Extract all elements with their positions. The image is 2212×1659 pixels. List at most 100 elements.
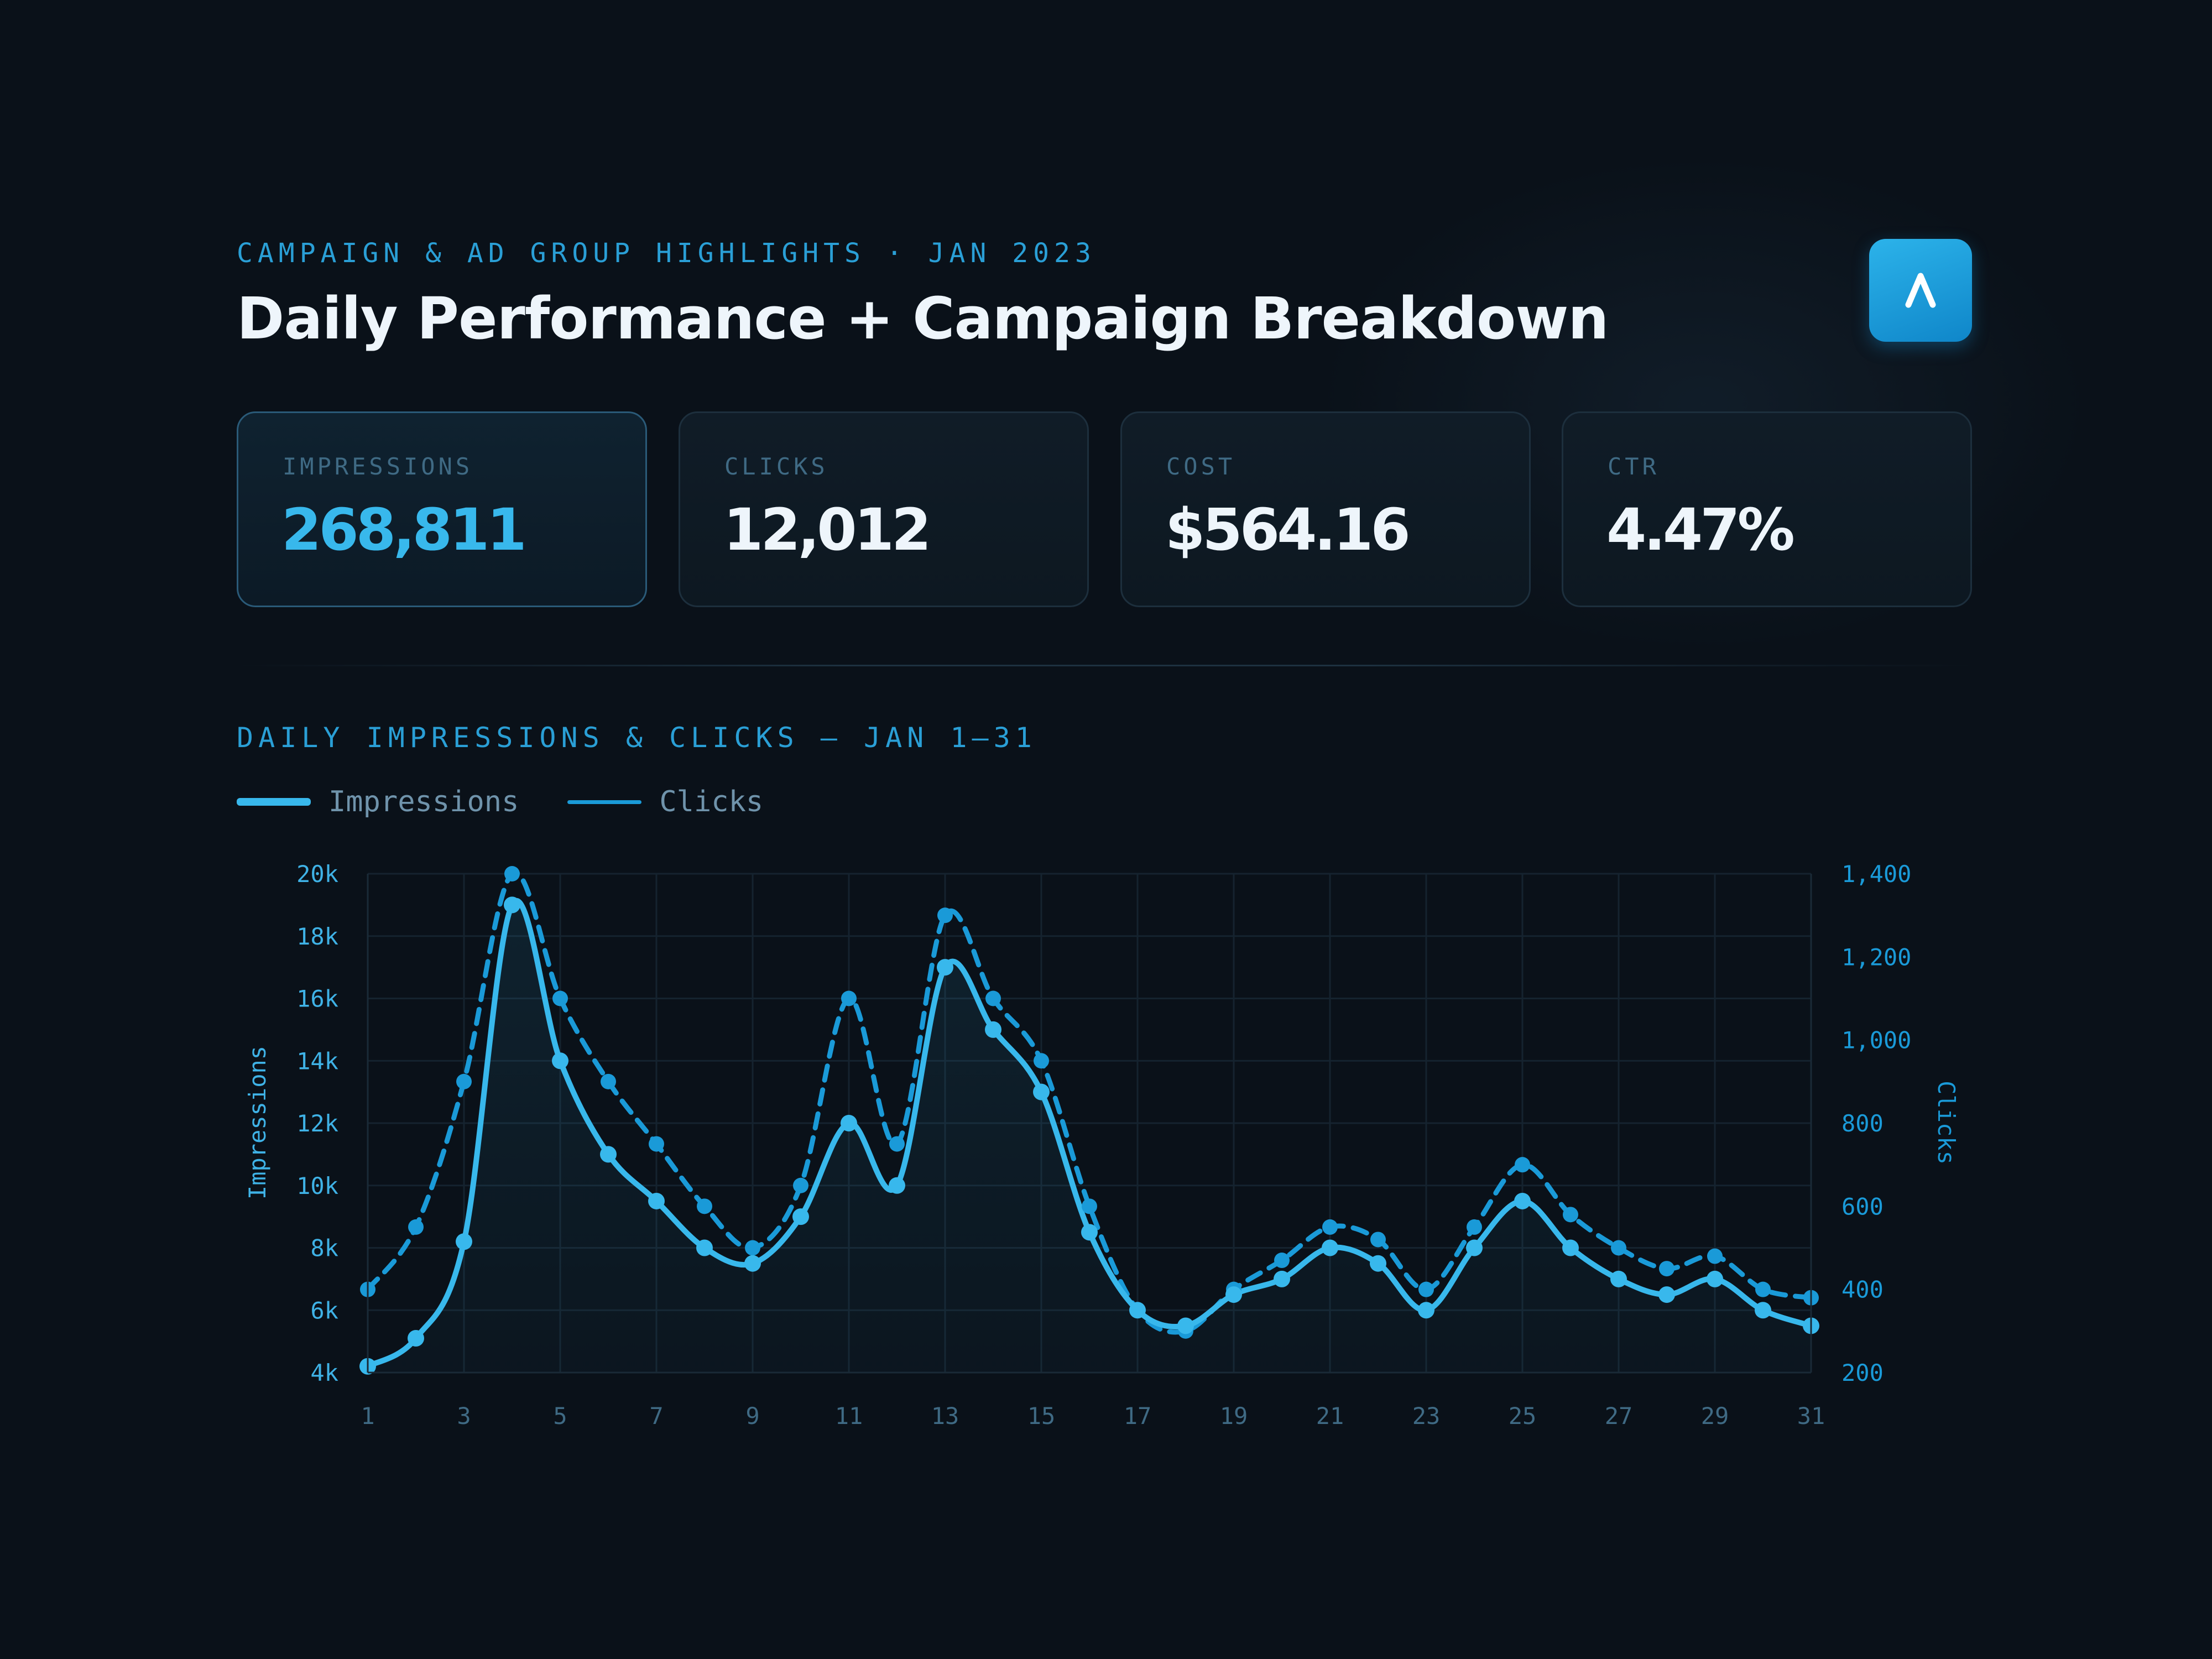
x-tick-label: 29 xyxy=(1701,1402,1729,1430)
x-tick-label: 19 xyxy=(1220,1402,1248,1430)
kpi-label: CTR xyxy=(1608,453,1660,480)
page-title: Daily Performance + Campaign Breakdown xyxy=(237,285,1609,352)
x-tick-label: 7 xyxy=(649,1402,663,1430)
x-tick-label: 31 xyxy=(1797,1402,1825,1430)
impressions-point xyxy=(1129,1302,1146,1319)
legend-item-clicks[interactable]: Clicks xyxy=(567,785,763,818)
page-eyebrow: CAMPAIGN & AD GROUP HIGHLIGHTS · JAN 202… xyxy=(237,238,1096,269)
clicks-point xyxy=(456,1073,472,1089)
clicks-point xyxy=(1322,1219,1338,1235)
impressions-point xyxy=(408,1329,424,1347)
y2-axis-title: Clicks xyxy=(1933,1081,1960,1165)
clicks-point xyxy=(889,1136,905,1152)
impressions-point xyxy=(985,1021,1001,1038)
clicks-point xyxy=(1082,1198,1097,1214)
clicks-point xyxy=(1274,1253,1290,1269)
y-tick-label: 20k xyxy=(296,860,338,888)
clicks-point xyxy=(793,1177,808,1193)
y2-tick-label: 200 xyxy=(1841,1359,1884,1386)
clicks-point xyxy=(601,1073,616,1089)
legend-label: Clicks xyxy=(659,785,764,818)
impressions-point xyxy=(1033,1083,1050,1100)
impressions-point xyxy=(552,1052,568,1070)
x-tick-label: 1 xyxy=(361,1402,374,1430)
legend-swatch-thin xyxy=(567,800,642,804)
clicks-point xyxy=(841,990,857,1006)
kpi-card-ctr[interactable]: CTR 4.47% xyxy=(1562,411,1972,607)
y2-tick-label: 800 xyxy=(1841,1110,1884,1137)
impressions-point xyxy=(1225,1286,1242,1303)
legend-item-impressions[interactable]: Impressions xyxy=(237,785,519,818)
section-divider xyxy=(237,665,1973,666)
x-tick-label: 5 xyxy=(553,1402,567,1430)
clicks-point xyxy=(697,1198,712,1214)
y2-tick-label: 600 xyxy=(1841,1193,1884,1220)
clicks-point xyxy=(504,866,520,881)
impressions-point xyxy=(600,1146,617,1163)
clicks-point xyxy=(745,1240,760,1256)
chart-legend: Impressions Clicks xyxy=(237,785,812,818)
x-tick-label: 17 xyxy=(1124,1402,1152,1430)
clicks-point xyxy=(1034,1053,1049,1069)
kpi-card-cost[interactable]: COST $564.16 xyxy=(1120,411,1531,607)
kpi-value: 4.47% xyxy=(1606,496,1795,564)
clicks-point xyxy=(1659,1261,1674,1277)
clicks-point xyxy=(1755,1281,1771,1297)
clicks-point xyxy=(649,1136,664,1152)
y-tick-label: 12k xyxy=(296,1110,338,1137)
impressions-point xyxy=(456,1233,472,1250)
impressions-point xyxy=(841,1115,857,1131)
y-axis-title: Impressions xyxy=(244,1046,271,1199)
brand-logo-icon[interactable] xyxy=(1869,239,1972,342)
kpi-value: $564.16 xyxy=(1165,496,1411,564)
y-tick-label: 8k xyxy=(310,1235,338,1262)
kpi-value: 12,012 xyxy=(723,496,931,564)
kpi-value: 268,811 xyxy=(281,496,527,564)
impressions-point xyxy=(1418,1302,1434,1319)
x-tick-label: 25 xyxy=(1509,1402,1537,1430)
chart-points xyxy=(359,866,1819,1375)
y2-tick-label: 1,000 xyxy=(1841,1027,1911,1054)
kpi-card-clicks[interactable]: CLICKS 12,012 xyxy=(679,411,1089,607)
clicks-point xyxy=(408,1219,424,1235)
impressions-point xyxy=(792,1208,809,1225)
y-tick-label: 14k xyxy=(296,1047,338,1074)
y2-tick-label: 1,400 xyxy=(1841,860,1911,888)
logo-chevron-icon xyxy=(1905,273,1936,308)
chart-axes: 4k 6k 8k 10k 12k 14k 16k 18k 20k 200 400 600 800 1,00… xyxy=(244,860,1960,1430)
legend-swatch-thick xyxy=(237,798,311,806)
clicks-point xyxy=(1707,1248,1723,1264)
impressions-point xyxy=(1707,1270,1723,1287)
y2-tick-label: 1,200 xyxy=(1841,943,1911,971)
x-tick-label: 15 xyxy=(1027,1402,1056,1430)
impressions-point xyxy=(648,1192,665,1209)
impressions-point xyxy=(1081,1224,1098,1241)
chart-area xyxy=(368,900,1811,1373)
clicks-point xyxy=(1563,1207,1578,1223)
impressions-point xyxy=(1274,1270,1290,1287)
impressions-point xyxy=(1658,1286,1675,1303)
x-tick-label: 13 xyxy=(931,1402,959,1430)
y-tick-label: 16k xyxy=(296,985,338,1013)
impressions-point xyxy=(1322,1239,1338,1256)
impressions-point xyxy=(1610,1270,1627,1287)
impressions-point xyxy=(504,896,520,914)
impressions-point xyxy=(1466,1239,1483,1256)
impressions-point xyxy=(1370,1255,1386,1272)
y-tick-label: 18k xyxy=(296,923,338,950)
y-tick-label: 10k xyxy=(296,1172,338,1199)
impressions-area xyxy=(368,900,1811,1373)
kpi-label: IMPRESSIONS xyxy=(283,453,473,480)
clicks-point xyxy=(1611,1240,1626,1256)
clicks-point xyxy=(1418,1281,1434,1297)
clicks-point xyxy=(937,907,953,924)
x-tick-label: 9 xyxy=(745,1402,759,1430)
impressions-point xyxy=(696,1239,713,1256)
kpi-label: CLICKS xyxy=(724,453,828,480)
clicks-point xyxy=(1467,1219,1482,1235)
y2-tick-label: 400 xyxy=(1841,1276,1884,1303)
kpi-card-impressions[interactable]: IMPRESSIONS 268,811 xyxy=(237,411,647,607)
y-tick-label: 4k xyxy=(310,1359,338,1386)
kpi-label: COST xyxy=(1166,453,1236,480)
x-tick-label: 23 xyxy=(1412,1402,1441,1430)
